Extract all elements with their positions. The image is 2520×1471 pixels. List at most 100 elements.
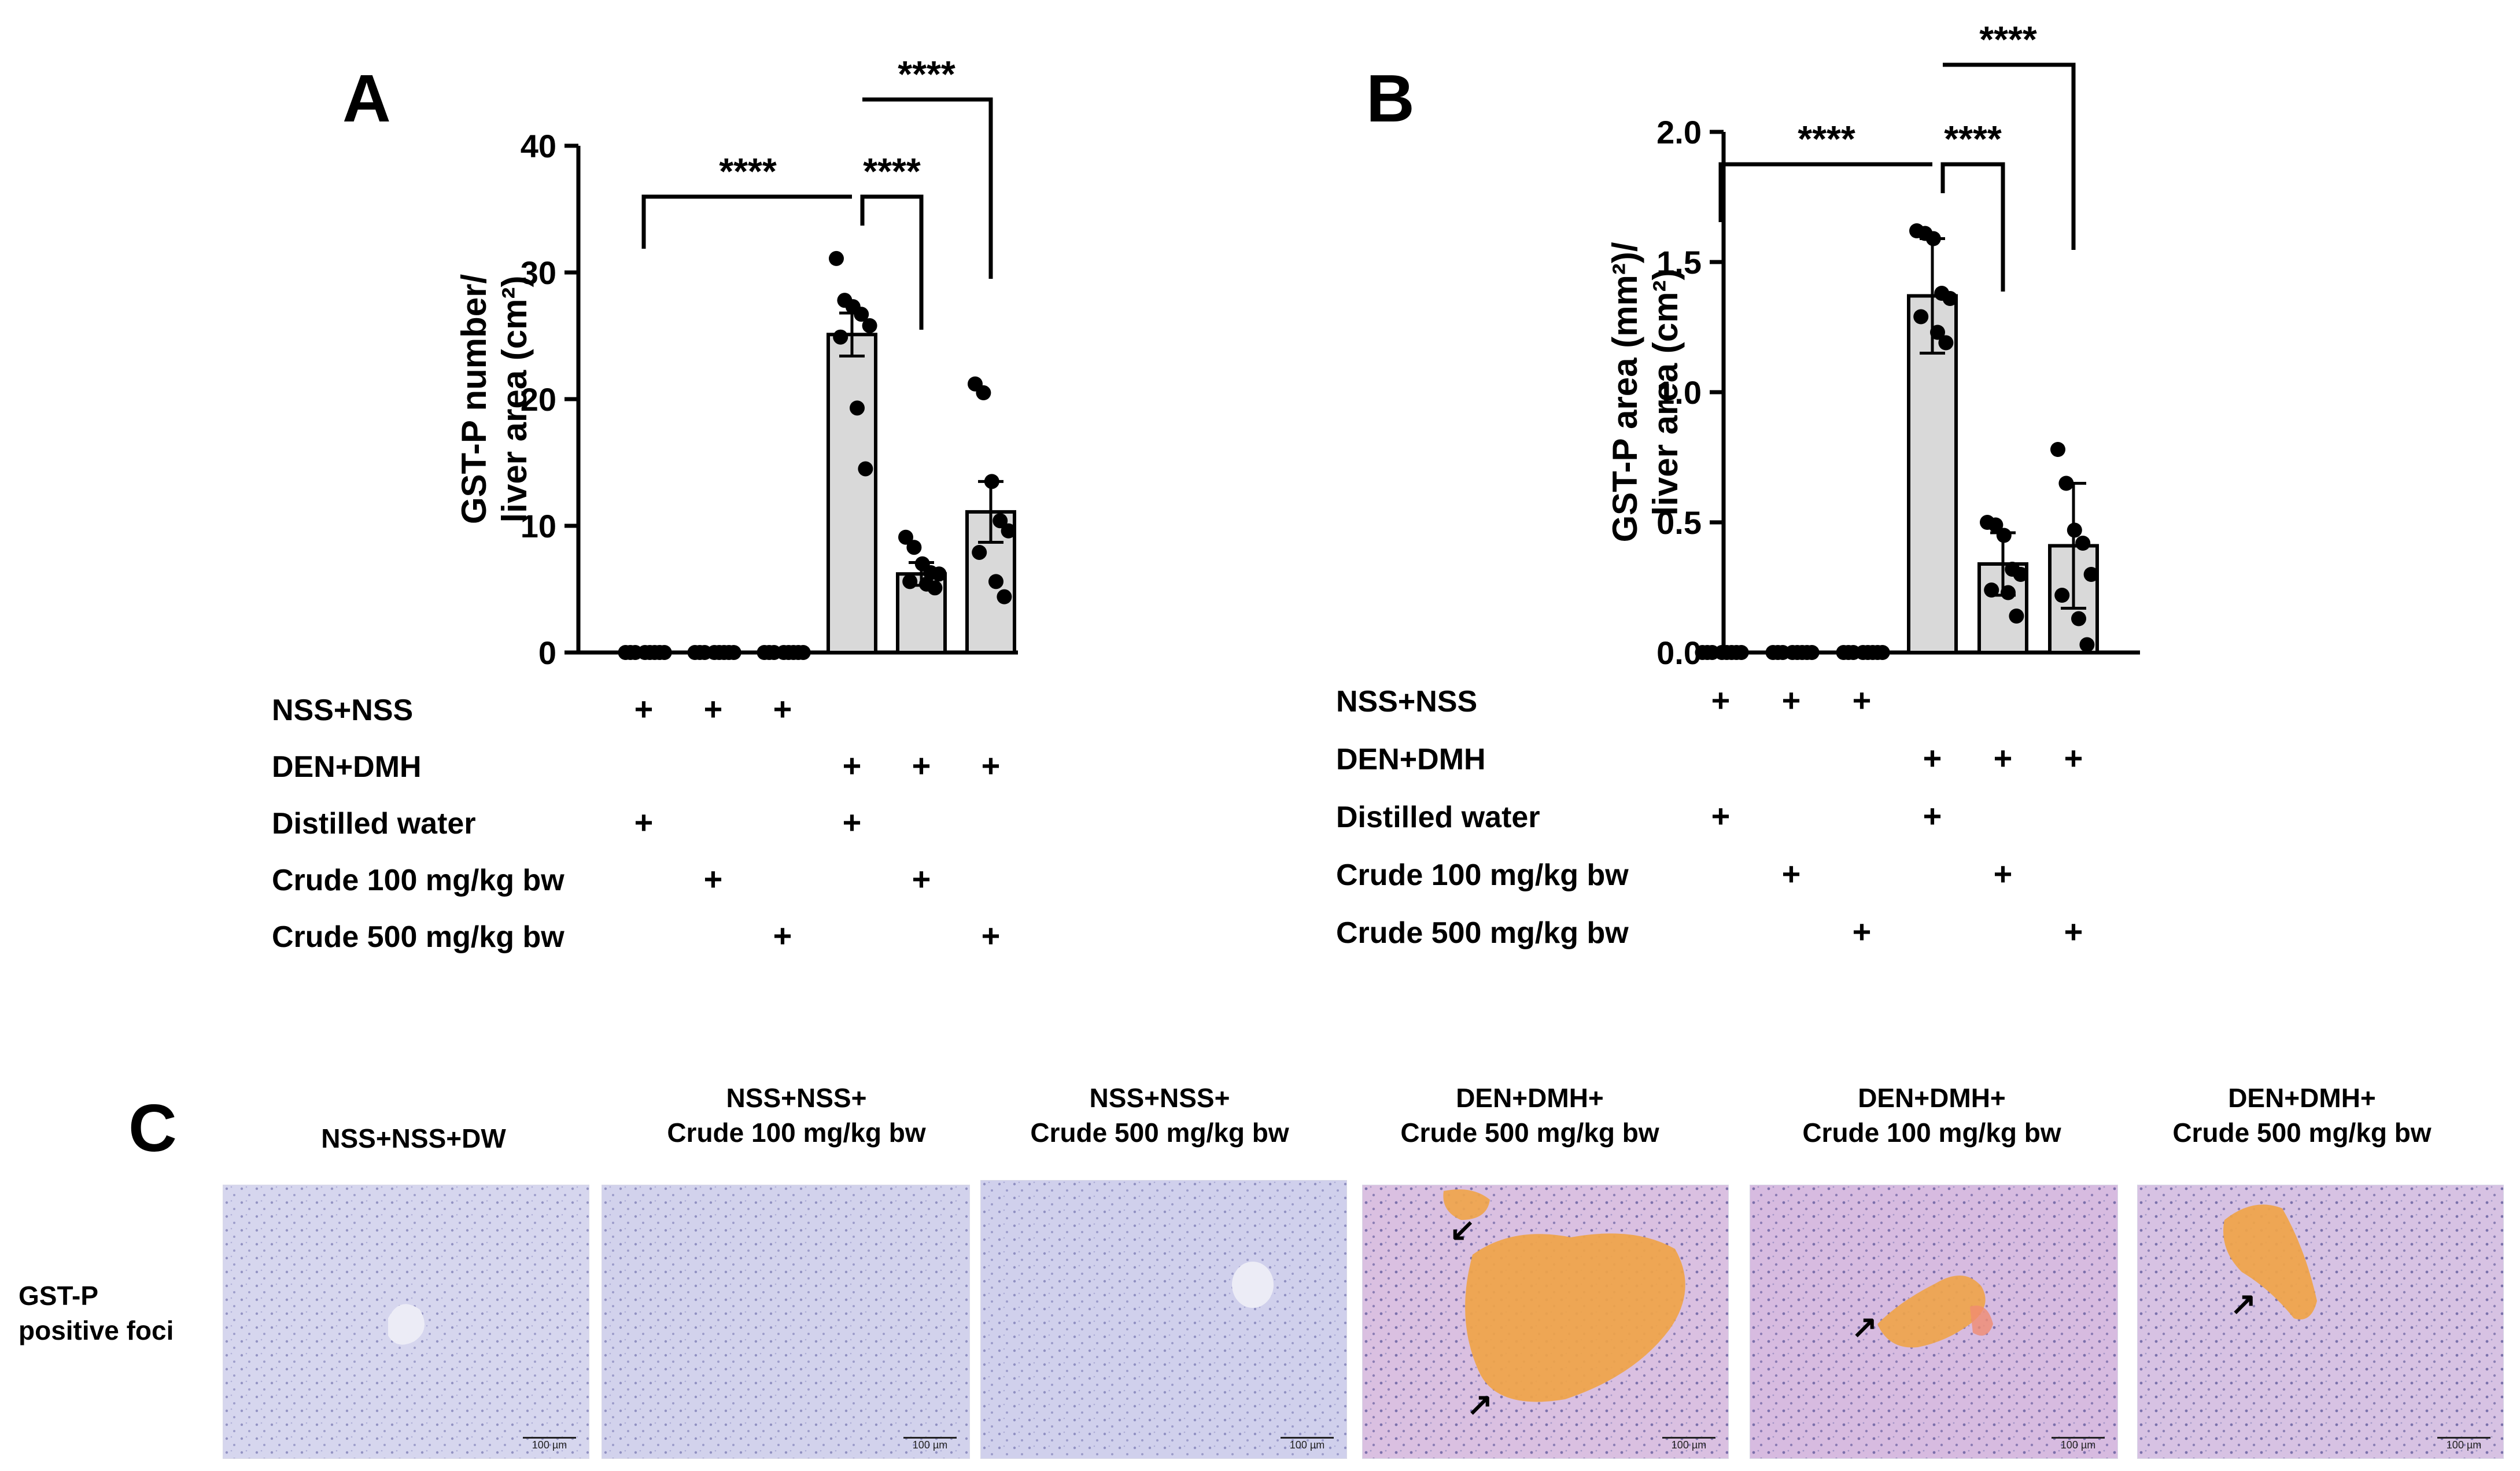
data-point xyxy=(1840,645,1856,660)
treatment-mark: + xyxy=(1853,913,1872,950)
chart-b: GST-P area (mm²)/liver area (cm²) 0.0 0.5 1… xyxy=(1336,19,2140,950)
treatment-mark: + xyxy=(1923,798,1942,834)
caption-5: DEN+DMH+ Crude 100 mg/kg bw xyxy=(1770,1081,2094,1150)
significance-bracket xyxy=(1943,62,2076,250)
micrograph-4: ↙ ↗ 100 µm xyxy=(1362,1185,1729,1459)
micrograph-6: ↗ 100 µm xyxy=(2137,1185,2504,1459)
y-tick-label: 1.0 xyxy=(1656,374,1702,411)
y-axis-label: GST-P area (mm²)/liver area (cm²) xyxy=(1606,242,1685,542)
treatment-mark: + xyxy=(1782,856,1801,892)
micrograph-3: 100 µm xyxy=(980,1180,1347,1459)
data-point xyxy=(692,645,707,660)
y-tick-label: 30 xyxy=(521,255,556,291)
y-axis-label-line: GST-P area (mm²)/ xyxy=(1606,242,1644,542)
data-point xyxy=(858,461,873,477)
y-tick-label: 0.5 xyxy=(1656,504,1702,541)
bar xyxy=(827,333,877,654)
scale-bar-2: 100 µm xyxy=(903,1437,957,1450)
y-tick-label: 10 xyxy=(521,508,556,544)
significance-label: **** xyxy=(1944,118,2002,160)
treatment-row-label: Crude 100 mg/kg bw xyxy=(1336,858,1629,892)
data-point xyxy=(1913,309,1929,325)
y-tick-label: 20 xyxy=(521,381,556,418)
treatment-mark: + xyxy=(982,917,1001,954)
data-point xyxy=(1925,231,1941,246)
panel-letter-b: B xyxy=(1366,61,1415,136)
significance-label: **** xyxy=(1979,19,2037,60)
micrograph-4-texture xyxy=(1363,1185,1728,1458)
treatment-row-label: Distilled water xyxy=(1336,801,1540,834)
data-point xyxy=(2050,442,2065,457)
row-label-line-2: positive foci xyxy=(19,1315,174,1345)
data-point xyxy=(976,385,991,401)
data-point xyxy=(2083,567,2099,582)
data-point xyxy=(791,645,806,660)
treatment-row-label: NSS+NSS xyxy=(1336,685,1477,718)
data-point xyxy=(1001,523,1016,539)
treatment-row-label: Crude 100 mg/kg bw xyxy=(272,864,564,897)
caption-1: NSS+NSS+DW xyxy=(252,1121,575,1156)
data-point xyxy=(997,589,1012,604)
data-point xyxy=(1988,517,2004,533)
scale-bar-3: 100 µm xyxy=(1281,1437,1334,1450)
treatment-mark: + xyxy=(1711,798,1731,834)
data-point xyxy=(1942,291,1958,306)
data-point xyxy=(2001,585,2016,600)
treatment-mark: + xyxy=(843,747,862,784)
caption-3-line-1: NSS+NSS+ xyxy=(1089,1083,1230,1113)
data-point xyxy=(906,540,922,555)
treatment-mark: + xyxy=(843,804,862,840)
treatment-row-label: NSS+NSS xyxy=(272,694,413,727)
data-point xyxy=(1729,645,1744,660)
y-axis-label: GST-P number/liver area (cm²) xyxy=(455,274,534,525)
caption-5-line-2: Crude 100 mg/kg bw xyxy=(1802,1118,2061,1148)
micrograph-2: 100 µm xyxy=(602,1185,970,1459)
chart-a: GST-P number/liver area (cm²) 0 10 20 30 40 **… xyxy=(272,53,1018,954)
treatment-mark: + xyxy=(773,917,792,954)
arrow-icon: ↗ xyxy=(1851,1310,1878,1344)
y-tick-label: 0 xyxy=(538,635,556,671)
treatment-mark: + xyxy=(912,861,931,897)
micrograph-1: 100 µm xyxy=(223,1185,589,1459)
arrow-icon: ↗ xyxy=(2230,1286,2257,1321)
data-point xyxy=(2054,588,2070,603)
micrograph-5-texture xyxy=(1750,1185,2117,1458)
data-point xyxy=(2058,475,2074,491)
y-axis-label-line: liver area (cm²) xyxy=(495,276,534,523)
treatment-mark: + xyxy=(982,747,1001,784)
caption-6-line-2: Crude 500 mg/kg bw xyxy=(2172,1118,2432,1148)
caption-1-line-1: NSS+NSS+DW xyxy=(321,1123,506,1153)
data-point xyxy=(992,513,1008,529)
treatment-mark: + xyxy=(634,804,654,840)
significance-label: **** xyxy=(1798,118,1855,160)
treatment-row-label: Crude 500 mg/kg bw xyxy=(1336,916,1629,950)
scale-bar-5: 100 µm xyxy=(2052,1437,2105,1450)
treatment-mark: + xyxy=(1923,740,1942,776)
data-point xyxy=(1938,335,1954,351)
significance-bracket xyxy=(860,194,924,330)
micrograph-2-texture xyxy=(602,1185,969,1458)
data-point xyxy=(1799,645,1815,660)
y-tick-label: 0.0 xyxy=(1656,635,1702,671)
treatment-row-label: DEN+DMH xyxy=(272,750,422,784)
data-point xyxy=(833,329,848,345)
treatment-mark: + xyxy=(1994,856,2013,892)
y-tick-label: 2.0 xyxy=(1656,114,1702,150)
data-point xyxy=(2067,522,2082,538)
micrograph-1-texture xyxy=(223,1185,589,1458)
arrow-icon: ↗ xyxy=(1467,1387,1493,1422)
row-label: GST-P positive foci xyxy=(19,1278,174,1348)
data-point xyxy=(1984,582,1999,598)
caption-2-line-1: NSS+NSS+ xyxy=(726,1083,867,1113)
row-label-line-1: GST-P xyxy=(19,1281,99,1311)
treatment-mark: + xyxy=(704,861,723,897)
significance-label: **** xyxy=(863,150,921,192)
data-point xyxy=(1996,528,2012,543)
caption-6-line-1: DEN+DMH+ xyxy=(2228,1083,2376,1113)
data-point xyxy=(652,645,667,660)
caption-3-line-2: Crude 500 mg/kg bw xyxy=(1030,1118,1289,1148)
y-axis-label-line: GST-P number/ xyxy=(455,274,493,525)
treatment-mark: + xyxy=(2064,740,2083,776)
y-tick-label: 1.5 xyxy=(1656,244,1702,281)
caption-5-line-1: DEN+DMH+ xyxy=(1858,1083,2006,1113)
